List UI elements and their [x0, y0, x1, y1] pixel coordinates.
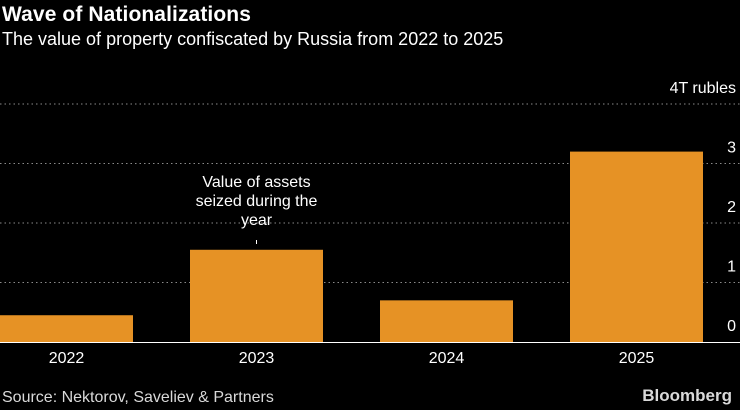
bar-chart: 2022 2023 2024 2025 0 1 2 3 4T rubles Value of as…: [0, 80, 740, 367]
annotation-line-3: year: [241, 212, 273, 229]
source-note: Source: Nektorov, Saveliev & Partners: [2, 389, 274, 406]
y-tick-label-4: 4T rubles: [670, 80, 736, 97]
chart-title: Wave of Nationalizations: [2, 3, 251, 26]
y-tick-label-3: 3: [727, 140, 736, 157]
bar-2025: [570, 151, 703, 342]
annotation-line-2: seized during the: [196, 193, 318, 210]
bar-2024: [380, 300, 513, 342]
y-tick-label-2: 2: [727, 199, 736, 216]
bar-2022: [0, 315, 133, 342]
brand-logo: Bloomberg: [642, 386, 732, 405]
x-tick-label-2025: 2025: [619, 350, 655, 367]
chart-subtitle: The value of property confiscated by Rus…: [2, 29, 504, 49]
y-tick-label-1: 1: [727, 259, 736, 276]
y-tick-label-0: 0: [727, 318, 736, 335]
x-tick-label-2023: 2023: [239, 350, 275, 367]
annotation-line-1: Value of assets: [202, 174, 310, 191]
bar-2023: [190, 249, 323, 342]
x-tick-label-2022: 2022: [49, 350, 85, 367]
x-tick-label-2024: 2024: [429, 350, 465, 367]
